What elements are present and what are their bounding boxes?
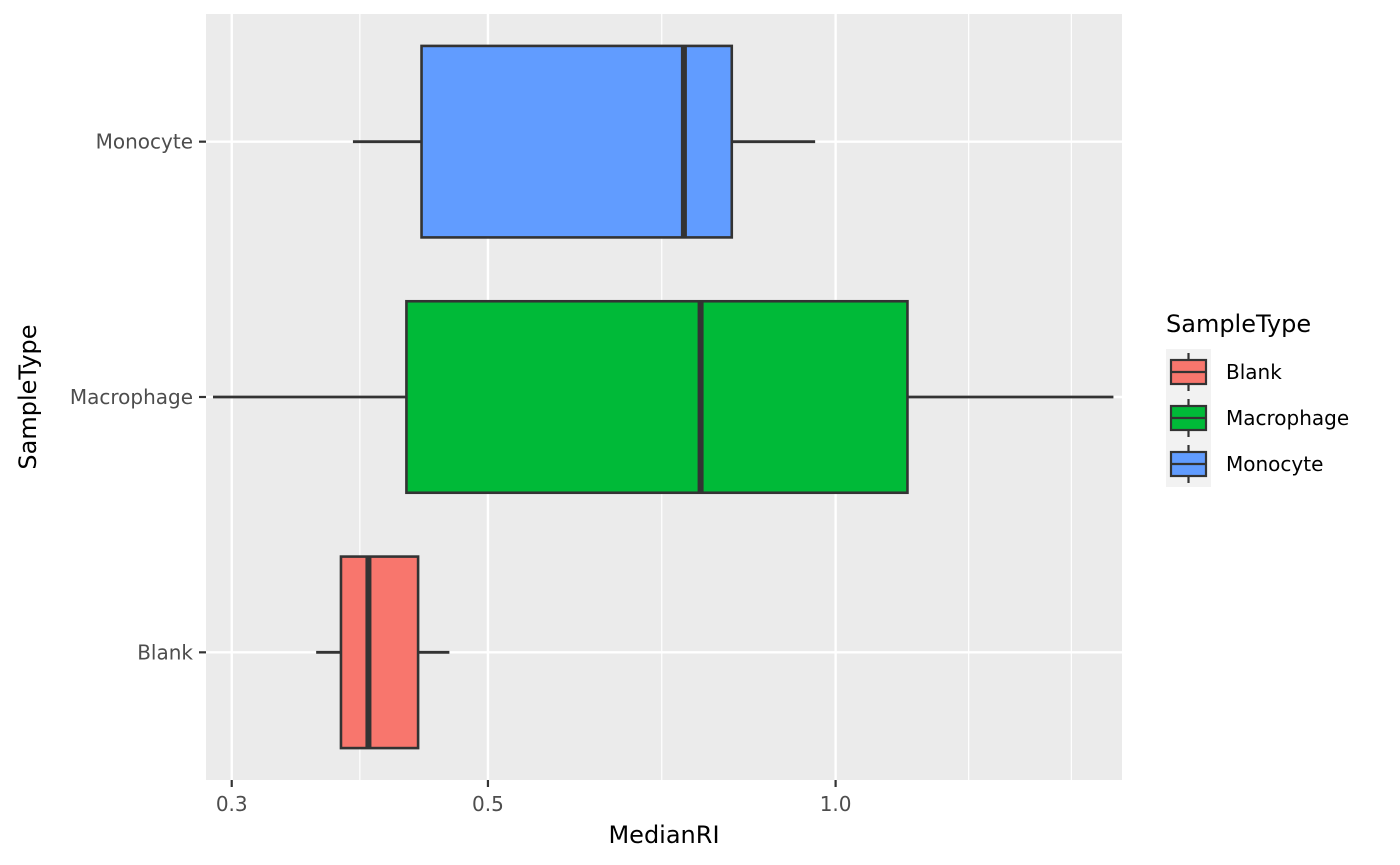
legend-title: SampleType — [1166, 310, 1311, 338]
x-axis: 0.3 0.5 1.0 — [216, 780, 852, 816]
y-tick-label: Monocyte — [96, 130, 193, 154]
x-axis-title: MedianRI — [608, 821, 719, 849]
y-axis: Blank Macrophage Monocyte — [70, 130, 206, 664]
legend-label: Macrophage — [1226, 406, 1349, 430]
box-iqr — [339, 555, 420, 750]
y-tick-label: Macrophage — [70, 385, 193, 409]
box-series — [212, 44, 1114, 750]
x-tick-label: 1.0 — [820, 792, 852, 816]
box-macrophage — [212, 299, 1114, 495]
legend-entry-monocyte: Monocyte — [1169, 445, 1323, 483]
legend-entries: Blank Macrophage Monocyte — [1169, 353, 1349, 483]
box-iqr — [405, 299, 909, 495]
x-tick-label: 0.5 — [472, 792, 504, 816]
box-monocyte — [352, 44, 816, 239]
legend: SampleType Blank Macrophage Monocyte — [1166, 310, 1349, 487]
legend-label: Blank — [1226, 360, 1282, 384]
x-tick-label: 0.3 — [216, 792, 248, 816]
y-axis-title: SampleType — [14, 324, 42, 469]
legend-entry-blank: Blank — [1169, 353, 1282, 391]
y-tick-label: Blank — [137, 640, 193, 664]
legend-label: Monocyte — [1226, 452, 1323, 476]
box-blank — [316, 555, 450, 750]
legend-entry-macrophage: Macrophage — [1169, 399, 1349, 437]
box-iqr — [420, 44, 734, 239]
